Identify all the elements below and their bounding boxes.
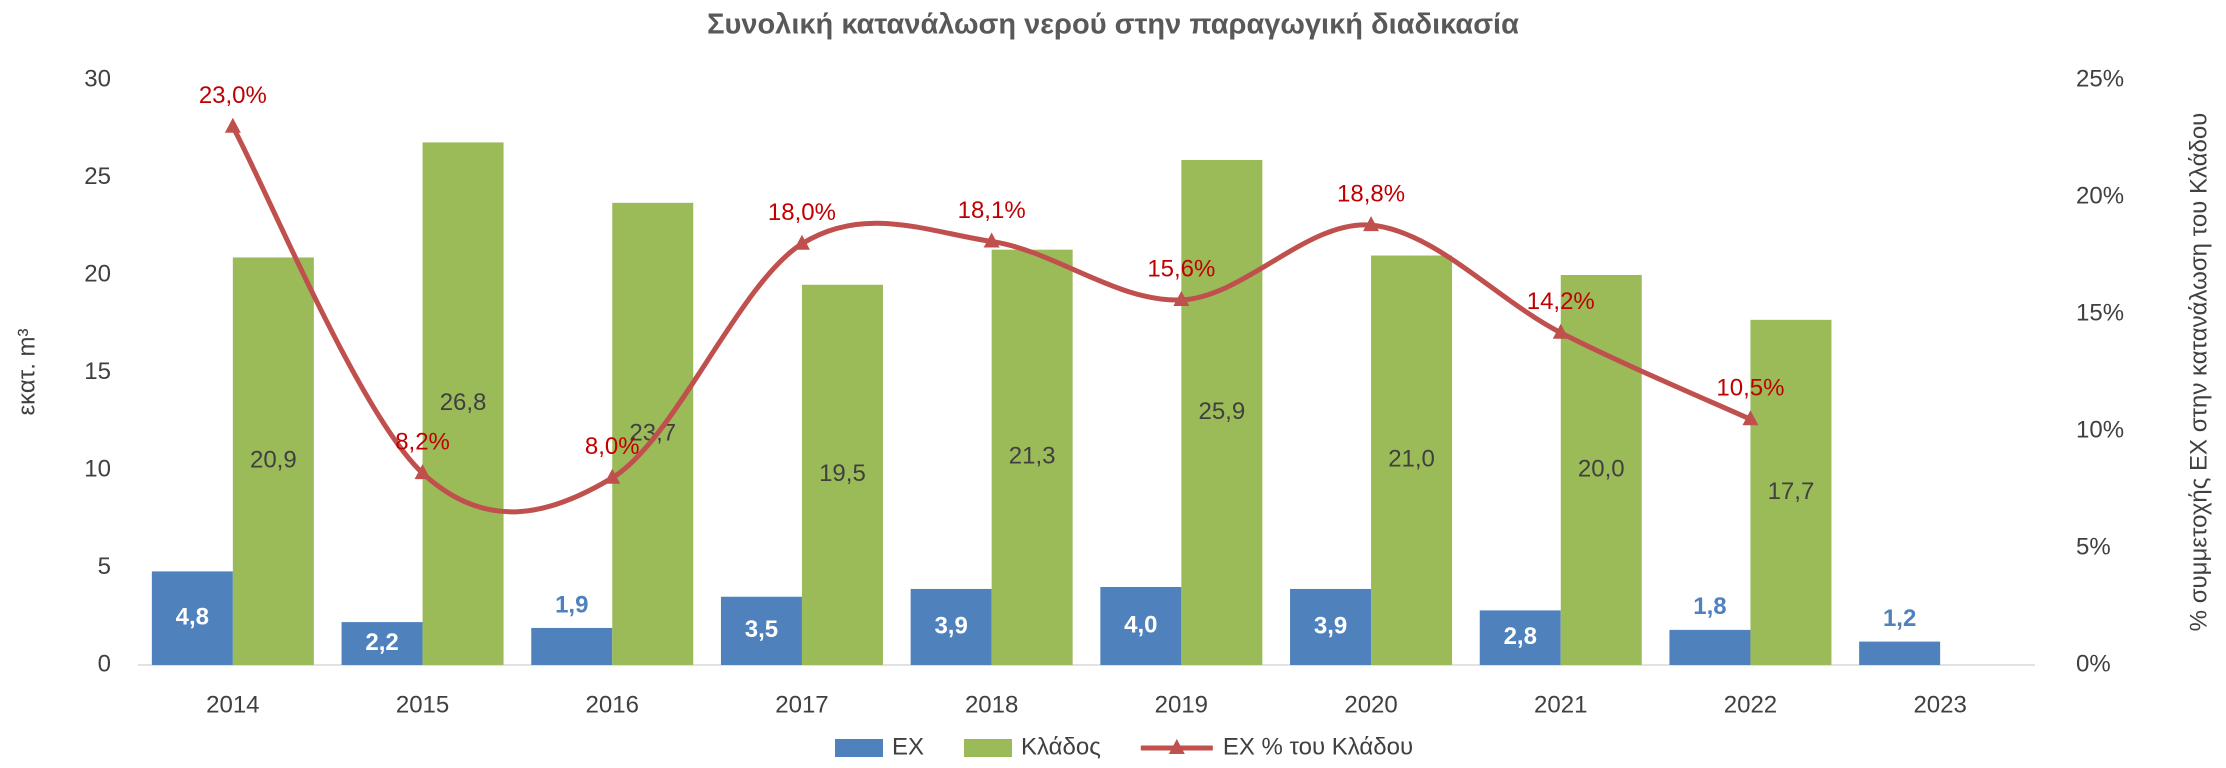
data-label: 1,2 (1883, 605, 1916, 632)
data-label: 18,1% (958, 197, 1026, 224)
data-label: 17,7 (1768, 478, 1815, 505)
data-label: 3,9 (1314, 612, 1347, 639)
data-label: 14,2% (1527, 288, 1595, 315)
x-tick-label: 2014 (206, 691, 259, 718)
x-tick-label: 2015 (396, 691, 449, 718)
y-tick-label: 30 (84, 65, 111, 92)
y-tick-label: 15 (84, 358, 111, 385)
legend-swatch (1168, 739, 1185, 754)
data-label: 8,0% (585, 433, 640, 460)
legend-label: ΕΧ % του Κλάδου (1223, 733, 1413, 760)
x-tick-label: 2022 (1724, 691, 1777, 718)
y-tick-label: 25 (84, 163, 111, 190)
line-marker (1363, 216, 1380, 232)
data-label: 21,3 (1009, 443, 1056, 470)
data-label: 8,2% (395, 428, 450, 455)
legend-swatch (835, 739, 883, 757)
data-label: 18,8% (1337, 180, 1405, 207)
line-marker (1552, 323, 1569, 339)
bar (1100, 587, 1182, 665)
chart-title: Συνολική κατανάλωση νερού στην παραγωγικ… (707, 9, 1519, 41)
data-label: 2,2 (365, 629, 398, 656)
bar (1750, 319, 1832, 665)
data-label: 21,0 (1388, 446, 1435, 473)
y2-tick-label: 5% (2076, 533, 2111, 560)
data-label: 25,9 (1198, 398, 1245, 425)
bar (1290, 588, 1372, 665)
y2-tick-label: 10% (2076, 416, 2124, 443)
line (230, 125, 1752, 515)
data-label: 23,0% (199, 82, 267, 109)
data-label: 3,5 (745, 616, 778, 643)
data-label: 20,9 (250, 447, 297, 474)
bar (341, 622, 423, 665)
data-label: 4,8 (176, 604, 209, 631)
bar (232, 257, 314, 665)
y2-tick-label: 25% (2076, 65, 2124, 92)
x-tick-label: 2017 (775, 691, 828, 718)
y-tick-label: 20 (84, 260, 111, 287)
line-marker (983, 232, 1000, 248)
bar (1859, 641, 1941, 665)
bar (151, 571, 233, 665)
x-tick-label: 2016 (586, 691, 639, 718)
line-marker (793, 234, 810, 250)
bar (991, 249, 1073, 665)
line-marker (1173, 290, 1190, 306)
data-label: 15,6% (1147, 255, 1215, 282)
x-tick-label: 2019 (1155, 691, 1208, 718)
legend-label: ΕΧ (892, 733, 924, 760)
y-tick-label: 10 (84, 455, 111, 482)
line-marker (224, 117, 241, 133)
bar (422, 142, 504, 665)
bar (612, 202, 694, 665)
data-label: 1,9 (555, 591, 588, 618)
y2-tick-label: 15% (2076, 299, 2124, 326)
bar (1371, 255, 1453, 665)
data-label: 26,8 (440, 389, 487, 416)
y2-tick-label: 20% (2076, 182, 2124, 209)
data-label: 3,9 (934, 612, 967, 639)
line-marker (604, 468, 621, 484)
y-axis-title: εκατ. m³ (13, 328, 40, 415)
data-label: 1,8 (1693, 593, 1726, 620)
x-tick-label: 2021 (1534, 691, 1587, 718)
data-label: 10,5% (1716, 375, 1784, 402)
data-label: 18,0% (768, 199, 836, 226)
data-label: 2,8 (1504, 623, 1537, 650)
x-tick-label: 2020 (1344, 691, 1397, 718)
y-tick-label: 0 (98, 650, 111, 677)
bar (1181, 159, 1263, 665)
data-label: 19,5 (819, 460, 866, 487)
y-tick-label: 5 (98, 553, 111, 580)
bar (531, 627, 613, 665)
bar (720, 596, 802, 665)
y2-tick-label: 0% (2076, 650, 2111, 677)
x-tick-label: 2023 (1913, 691, 1966, 718)
y2-axis-title: % συμμετοχής ΕΧ στην κατανάλωση του Κλάδ… (2185, 113, 2212, 632)
line-marker (1742, 410, 1759, 426)
bar (1669, 629, 1751, 665)
line-marker (414, 464, 431, 480)
data-label: 4,0 (1124, 611, 1157, 638)
bar (1479, 610, 1561, 665)
x-tick-label: 2018 (965, 691, 1018, 718)
data-label: 20,0 (1578, 455, 1625, 482)
legend-label: Κλάδος (1021, 733, 1101, 760)
legend-swatch (964, 739, 1013, 757)
bar (801, 284, 883, 665)
bar (910, 588, 992, 665)
